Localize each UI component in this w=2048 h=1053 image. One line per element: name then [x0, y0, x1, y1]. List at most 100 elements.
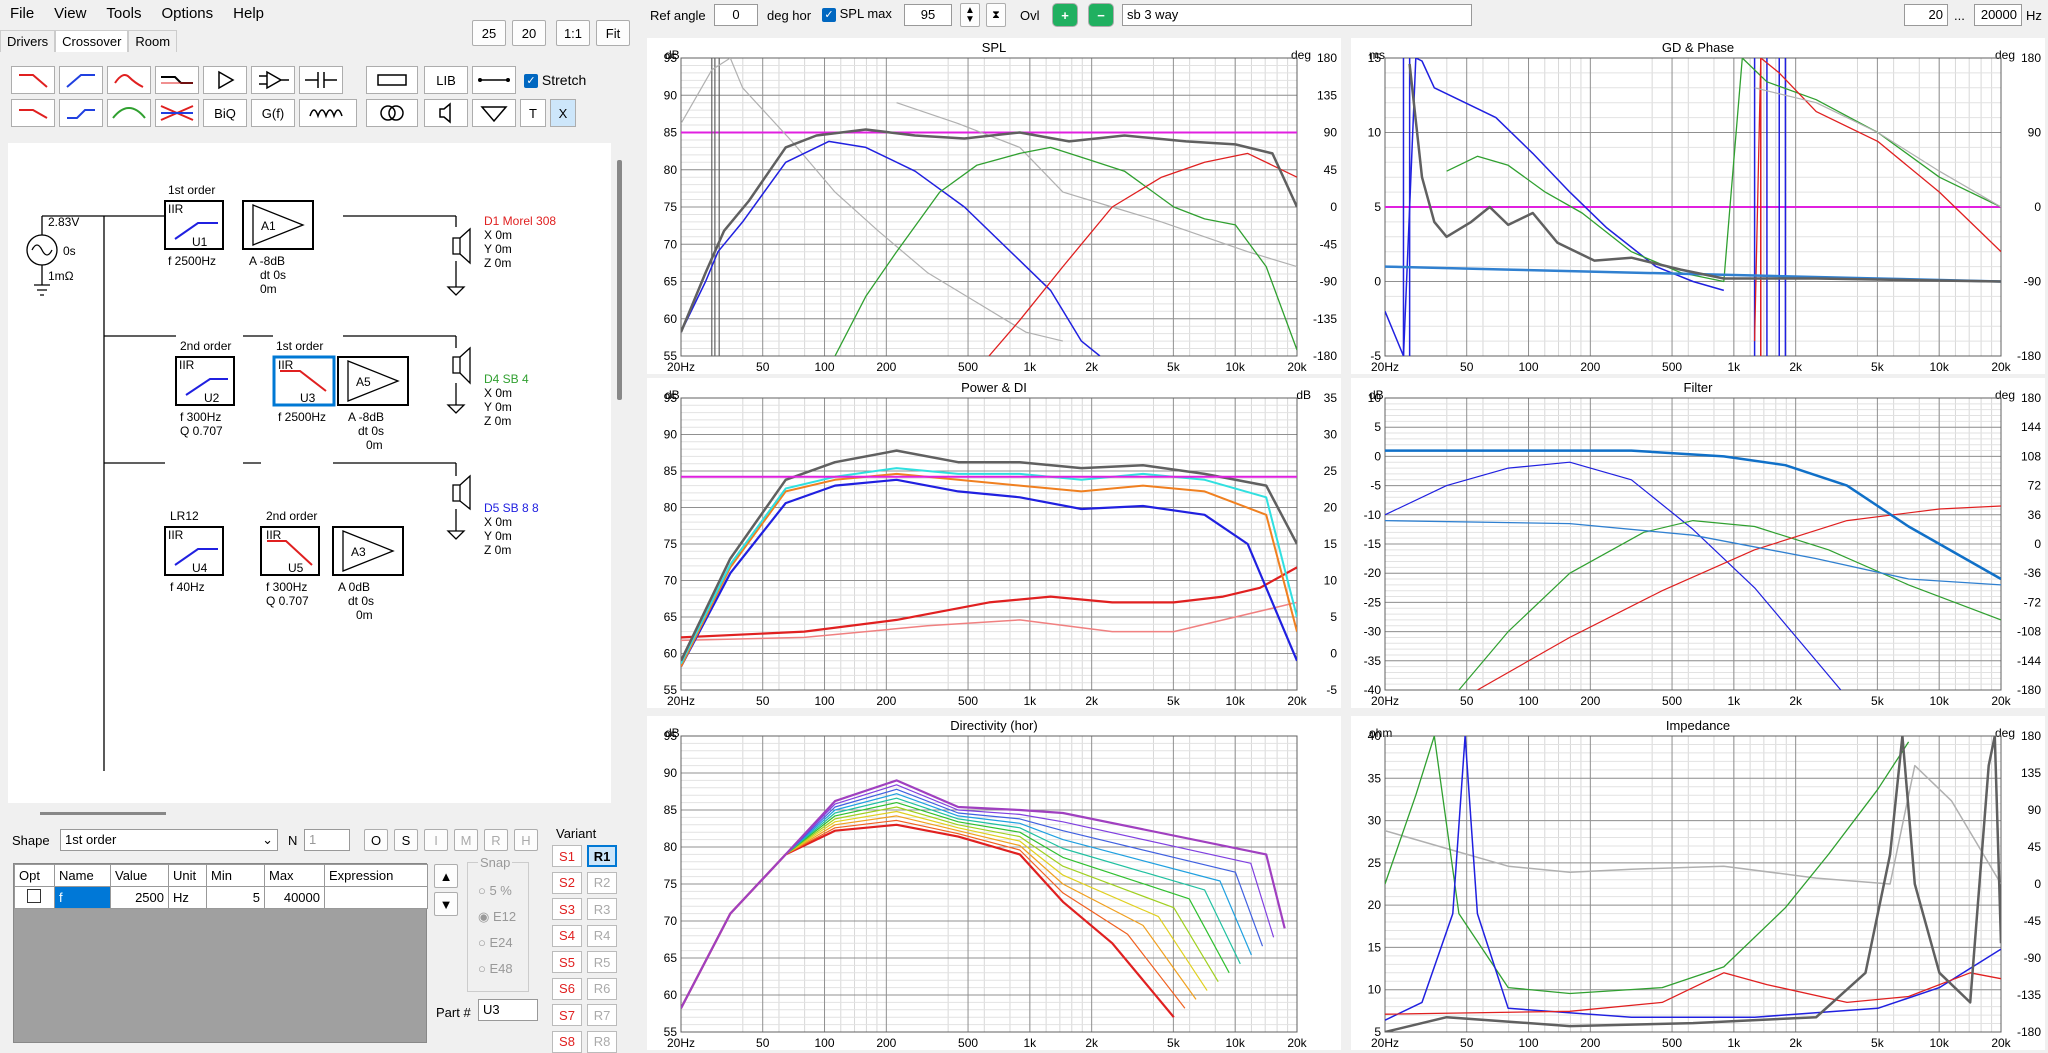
menu-help[interactable]: Help: [233, 4, 265, 22]
ref-angle-input[interactable]: 0: [714, 4, 758, 26]
snap-5pct[interactable]: ○ 5 %: [478, 883, 512, 898]
zoom-fit-button[interactable]: Fit: [596, 20, 630, 46]
imp-plot[interactable]: Impedance ohm deg 20Hz 50 100 200 500 1k 2k 5k 10k 2…: [1351, 716, 2045, 1050]
variant-s5-button[interactable]: S5: [552, 951, 582, 973]
source-delay: 0s: [63, 244, 76, 258]
shelf-tool[interactable]: [155, 66, 199, 94]
t-button[interactable]: T: [520, 99, 546, 127]
variant-s3-button[interactable]: S3: [552, 898, 582, 920]
u1-freq: f 2500Hz: [168, 254, 216, 268]
power-plot[interactable]: Power & DI dB dB 20Hz 50 100 200 500 1k 2k 5k 10k 20…: [647, 378, 1341, 708]
shape-s-button[interactable]: S: [394, 829, 418, 851]
param-name[interactable]: f: [54, 886, 111, 909]
variant-r7-button[interactable]: R7: [587, 1004, 617, 1026]
tab-room[interactable]: Room: [128, 30, 178, 52]
gf-button[interactable]: G(f): [251, 99, 295, 127]
shape-h-button[interactable]: H: [514, 829, 538, 851]
spl-curve: [988, 152, 1297, 356]
variant-r6-button[interactable]: R6: [587, 977, 617, 1000]
tab-crossover[interactable]: Crossover: [55, 30, 129, 52]
library-button[interactable]: LIB: [424, 66, 468, 94]
x-button[interactable]: X: [550, 99, 576, 127]
spl-max-checkbox[interactable]: ✓ SPL max: [822, 6, 892, 22]
param-value[interactable]: 2500: [110, 886, 169, 909]
d1-name[interactable]: D1 Morel 308: [484, 214, 556, 228]
variant-s1-button[interactable]: S1: [552, 845, 582, 867]
menu-view[interactable]: View: [54, 4, 87, 22]
shape-i-button[interactable]: I: [424, 829, 448, 851]
spl-stepper[interactable]: ▲ ▼: [960, 3, 980, 27]
schematic-canvas[interactable]: 2.83V 0s 1mΩ 1st order IIR U1 f 2500Hz A…: [8, 143, 611, 803]
remove-overlay-button[interactable]: −: [1088, 3, 1114, 27]
param-max[interactable]: 40000: [264, 886, 325, 909]
opt-checkbox[interactable]: [14, 886, 55, 909]
shape-o-button[interactable]: O: [364, 829, 388, 851]
variant-r5-button[interactable]: R5: [587, 951, 617, 973]
add-overlay-button[interactable]: +: [1052, 3, 1078, 27]
lowpass2-tool[interactable]: [11, 99, 55, 127]
bandpass-tool[interactable]: [107, 66, 151, 94]
allpass-tool[interactable]: [59, 99, 103, 127]
biquad-button[interactable]: BiQ: [203, 99, 247, 127]
speaker-tool[interactable]: [424, 99, 468, 127]
zoom-25-button[interactable]: 25: [472, 20, 506, 46]
horizontal-scrollbar[interactable]: [40, 812, 166, 815]
part-input[interactable]: U3: [478, 999, 538, 1021]
menu-file[interactable]: File: [10, 4, 35, 22]
n-select[interactable]: 1: [304, 829, 350, 851]
variant-r3-button[interactable]: R3: [587, 898, 617, 920]
tab-drivers[interactable]: Drivers: [0, 30, 56, 52]
zoom-20-button[interactable]: 20: [512, 20, 546, 46]
shape-r-button[interactable]: R: [484, 829, 508, 851]
variant-s4-button[interactable]: S4: [552, 924, 582, 947]
shape-select[interactable]: 1st order ⌄: [60, 829, 278, 851]
menu-tools[interactable]: Tools: [106, 4, 142, 22]
variant-r2-button[interactable]: R2: [587, 871, 617, 894]
freq-min-input[interactable]: 20: [1904, 4, 1948, 26]
gd-plot[interactable]: GD & Phase ms deg 20Hz 50 100 200 500 1k 2k 5k 10k 2…: [1351, 38, 2045, 374]
move-up-button[interactable]: ▲: [434, 864, 458, 888]
variant-s6-button[interactable]: S6: [552, 977, 582, 1000]
spl-plot[interactable]: SPL dB deg 20Hz 50 100 200 500 1k 2k 5k 10k 20k 95 90 8…: [647, 38, 1341, 374]
overlay-name-input[interactable]: sb 3 way: [1122, 4, 1472, 26]
d5-name[interactable]: D5 SB 8 8: [484, 501, 539, 515]
wire-tool[interactable]: [472, 66, 516, 94]
lowpass-tool[interactable]: [11, 66, 55, 94]
dir-plot[interactable]: Directivity (hor) dB 20Hz 50 100 200 500 1k 2k 5k…: [647, 716, 1341, 1050]
transformer-tool[interactable]: [366, 99, 418, 127]
inductor-tool[interactable]: [299, 99, 357, 127]
buffer-tool[interactable]: [203, 66, 247, 94]
resistor-tool[interactable]: [366, 66, 418, 94]
summer-tool[interactable]: [251, 66, 295, 94]
variant-s7-button[interactable]: S7: [552, 1004, 582, 1026]
snap-e48[interactable]: ○ E48: [478, 961, 513, 976]
table-row[interactable]: f 2500 Hz 5 40000: [14, 886, 428, 909]
menu-options[interactable]: Options: [161, 4, 214, 22]
notch-tool[interactable]: [155, 99, 199, 127]
schematic-scrollbar[interactable]: [617, 160, 622, 400]
variant-r4-button[interactable]: R4: [587, 924, 617, 947]
variant-s8-button[interactable]: S8: [552, 1030, 582, 1053]
y2-tick-label: -135: [1313, 312, 1337, 326]
move-down-button[interactable]: ▼: [434, 892, 458, 916]
stretch-checkbox[interactable]: ✓ Stretch: [524, 72, 586, 89]
ground-tool[interactable]: [472, 99, 516, 127]
variant-r1-button[interactable]: R1: [587, 845, 617, 867]
freq-max-input[interactable]: 20000: [1974, 4, 2022, 26]
param-min[interactable]: 5: [206, 886, 265, 909]
filter-plot[interactable]: Filter dB deg 20Hz 50 100 200 500 1k 2k 5k 10k 20k 10…: [1351, 378, 2045, 708]
snap-e24[interactable]: ○ E24: [478, 935, 513, 950]
d4-name[interactable]: D4 SB 4: [484, 372, 529, 386]
peaking-tool[interactable]: [107, 99, 151, 127]
snap-e12[interactable]: ◉ E12: [478, 909, 517, 924]
highpass-tool[interactable]: [59, 66, 103, 94]
spl-auto-button[interactable]: ⧗: [986, 3, 1006, 27]
variant-s2-button[interactable]: S2: [552, 871, 582, 894]
param-expression[interactable]: [324, 886, 428, 909]
spl-max-input[interactable]: 95: [904, 4, 952, 26]
variant-r8-button[interactable]: R8: [587, 1030, 617, 1053]
shape-m-button[interactable]: M: [454, 829, 478, 851]
zoom-1to1-button[interactable]: 1:1: [556, 20, 590, 46]
x-tick-label: 2k: [1085, 360, 1099, 374]
capacitor-tool[interactable]: [299, 66, 343, 94]
